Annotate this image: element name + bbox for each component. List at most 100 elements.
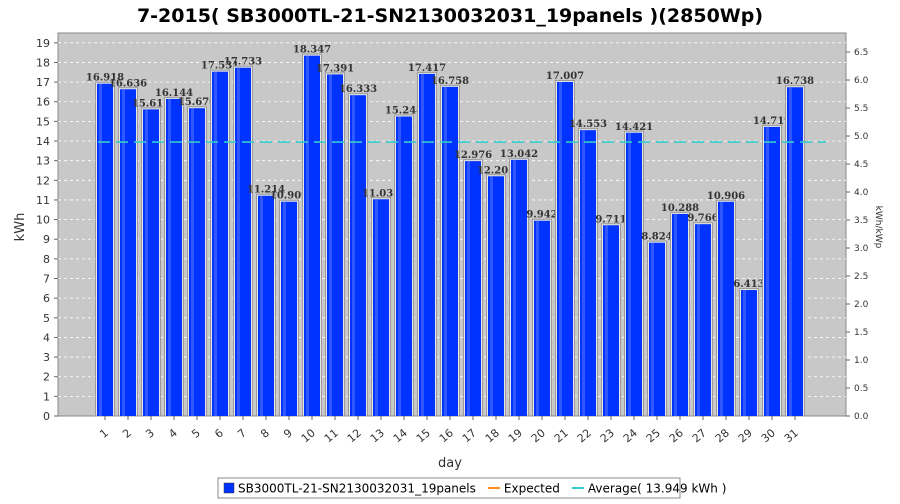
y2-tick-label: 6.0 [854,76,869,86]
bar-highlight [283,201,286,416]
bar-highlight [789,87,792,417]
bar-highlight [674,213,677,416]
x-tick-label: 2 [120,426,134,440]
bar-highlight [329,74,332,417]
y-tick-label: 15 [36,115,50,128]
bar-highlight [352,95,355,416]
x-tick-label: 3 [143,426,157,440]
y2-tick-label: 0.5 [854,384,868,394]
y-tick-label: 5 [43,312,50,325]
x-tick-label: 13 [368,426,387,445]
bar-value-label: 9.766 [687,213,718,224]
y-tick-label: 11 [36,194,50,207]
bar-value-label: 13.042 [500,149,538,160]
x-tick-label: 26 [667,426,686,445]
legend-item-label: Average( 13.949 kWh ) [588,482,727,496]
bar-value-label: 17.531 [201,61,239,72]
x-tick-label: 16 [437,426,456,445]
bar-highlight [490,176,493,416]
x-tick-label: 6 [212,426,226,440]
x-tick-label: 10 [299,426,318,445]
y-tick-label: 2 [43,371,50,384]
legend: SB3000TL-21-SN2130032031_19panels Expecte… [217,477,727,499]
bar-highlight [306,55,309,416]
x-tick-label: 18 [483,426,502,445]
bar-value-label: 9.711 [595,214,626,225]
y-tick-label: 4 [43,331,50,344]
bar-value-label: 16.333 [339,84,377,95]
x-tick-label: 31 [782,426,801,445]
bar-value-label: 10.906 [707,191,745,202]
bar-value-label: 15.248 [385,106,423,117]
bar-value-label: 8.824 [641,232,672,243]
bar-highlight [766,126,769,416]
bar-value-label: 6.413 [733,279,764,290]
bar-value-label: 10.909 [270,191,308,202]
plot-area: 0123456789101112131415161718190.00.51.01… [36,32,869,445]
y2-tick-label: 4.5 [854,160,868,170]
y2-tick-label: 5.5 [854,104,868,114]
bar-highlight [628,132,631,416]
bar-value-label: 16.738 [776,76,814,87]
y2-tick-label: 1.0 [854,356,869,366]
bar-highlight [191,108,194,416]
bar-value-label: 14.421 [615,122,653,133]
y-tick-label: 18 [36,56,50,69]
bar-highlight [467,161,470,416]
y-tick-label: 13 [36,155,50,168]
bar-highlight [513,159,516,417]
bar-highlight [214,71,217,416]
y2-tick-label: 5.0 [854,132,869,142]
x-tick-label: 22 [575,426,594,445]
legend-item-label: Expected [504,482,560,496]
y-tick-label: 9 [43,233,50,246]
bar-highlight [536,220,539,416]
chart-title: 7-2015( SB3000TL-21-SN2130032031_19panel… [137,5,763,27]
bar-value-label: 17.391 [316,63,354,74]
x-tick-label: 25 [644,426,663,445]
x-tick-label: 15 [414,426,433,445]
y-tick-label: 0 [43,410,50,423]
x-tick-label: 24 [621,426,640,445]
bar-value-label: 11.214 [247,185,285,196]
x-tick-label: 21 [552,426,571,445]
x-tick-label: 30 [759,426,778,445]
bar-highlight [99,83,102,416]
bar-highlight [559,81,562,416]
y-tick-label: 14 [36,135,50,148]
bar-value-label: 16.144 [155,88,193,99]
x-tick-label: 20 [529,426,548,445]
y-tick-label: 3 [43,351,50,364]
bar-value-label: 17.007 [546,71,584,82]
x-axis-label: day [438,456,462,471]
y2-tick-label: 2.0 [854,300,869,310]
x-tick-label: 14 [391,426,410,445]
x-tick-label: 8 [258,426,272,440]
legend-item-label: SB3000TL-21-SN2130032031_19panels [238,482,476,496]
bar-value-label: 11.035 [362,188,400,199]
x-tick-label: 19 [506,426,525,445]
y2-axis-label: kWh/kWp [873,206,883,249]
x-tick-label: 1 [97,426,111,440]
y-tick-label: 1 [43,390,50,403]
y-tick-label: 16 [36,96,50,109]
bar-highlight [720,201,723,416]
y2-tick-label: 0.0 [854,412,869,422]
y2-tick-label: 4.0 [854,188,869,198]
bar-value-label: 12.205 [477,165,515,176]
x-tick-label: 9 [281,426,295,440]
bar-highlight [651,242,654,416]
y-tick-label: 10 [36,214,50,227]
bar-highlight [582,130,585,416]
y2-tick-label: 3.0 [854,244,869,254]
y2-tick-label: 6.5 [854,48,868,58]
bar-highlight [697,224,700,416]
y-tick-label: 17 [36,76,50,89]
bar-value-label: 15.670 [178,97,216,108]
y-tick-label: 6 [43,292,50,305]
bar-highlight [605,225,608,416]
bar-highlight [743,290,746,416]
bar-highlight [375,199,378,416]
